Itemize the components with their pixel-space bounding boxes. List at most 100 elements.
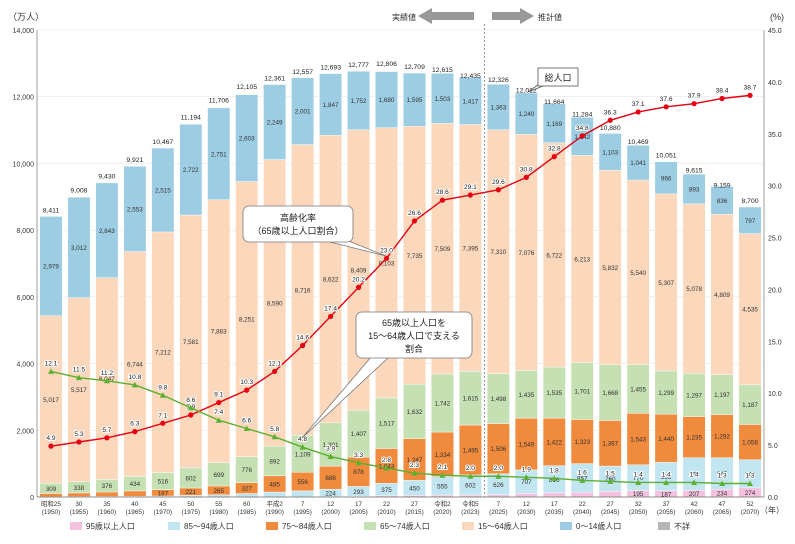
- bar-segment-label: 8,251: [239, 317, 255, 324]
- bar-segment-label: 450: [409, 485, 420, 492]
- legend-swatch: [560, 522, 572, 530]
- bar-segment: [207, 107, 231, 200]
- bar-segment-label: 892: [269, 458, 280, 465]
- support-ratio-label: 10.8: [128, 374, 141, 381]
- bar-segment-label: 1,632: [407, 409, 423, 416]
- x-tick-label-era: 47: [719, 501, 727, 508]
- bar-segment-label: 8,103: [379, 260, 395, 267]
- total-label: 12,806: [376, 61, 397, 68]
- actual-label: 実績値: [392, 12, 416, 22]
- bar-segment-label: 516: [158, 479, 169, 486]
- actual-projected-indicator: 実績値 推計値: [392, 8, 562, 24]
- y-left-tick-label: 0: [30, 495, 34, 502]
- bar-segment-label: 6,744: [127, 361, 143, 368]
- bar-segment: [738, 206, 762, 234]
- bar-segment-label: 376: [102, 483, 113, 490]
- support-ratio-label: 1.8: [550, 467, 559, 474]
- bar-segment-label: 7,735: [407, 253, 423, 260]
- total-label: 11,664: [544, 99, 565, 106]
- bar-segment-label: 1,498: [490, 396, 506, 403]
- bar-segment-label: 1,197: [714, 392, 730, 399]
- aging-rate-point: [327, 313, 334, 320]
- bar-segment-label: 1,435: [518, 392, 534, 399]
- bar-segment-label: 843: [745, 471, 756, 478]
- bar-segment: [95, 491, 119, 497]
- bar-segment-label: 1,752: [351, 98, 367, 105]
- bar-segment: [542, 492, 566, 498]
- bar-segment-label: 2,249: [267, 120, 283, 127]
- support-ratio-label: 2.1: [438, 464, 447, 471]
- aging-rate-point: [551, 154, 557, 160]
- support-ratio-point: [243, 425, 250, 432]
- bar-segment: [319, 73, 342, 136]
- bar-segment: [39, 216, 63, 317]
- legend-label: 15～64歳人口: [478, 521, 528, 531]
- aging-rate-point: [495, 187, 501, 193]
- bar-segment-label: 1,109: [295, 451, 311, 458]
- bar-segment: [123, 490, 147, 497]
- legend-label: 95歳以上人口: [86, 521, 135, 531]
- bar-segment-label: 1,058: [742, 440, 758, 447]
- total-label: 11,706: [209, 98, 230, 105]
- x-tick-label-year: (1960): [98, 509, 116, 516]
- bar-segment-label: 327: [241, 486, 252, 493]
- support-ratio-point: [691, 479, 698, 485]
- support-ratio-point: [467, 473, 474, 479]
- bar-segment: [39, 493, 63, 497]
- legend-label: 75～84歳人口: [282, 521, 332, 531]
- y-right-unit: (%): [770, 12, 784, 22]
- bar-segment-label: 5,832: [602, 265, 618, 272]
- bar-segment-label: 4,535: [742, 307, 758, 314]
- aging-rate-point: [76, 439, 82, 445]
- support-ratio-line: [50, 370, 751, 485]
- total-label: 12,615: [432, 67, 453, 74]
- aging-rate-point: [216, 399, 222, 406]
- legend-swatch: [462, 522, 474, 530]
- x-tick-label-era: 27: [607, 501, 615, 508]
- support-ratio-point: [439, 472, 446, 478]
- bar-segment-label: 776: [241, 467, 252, 474]
- y-left-tick-label: 6,000: [16, 295, 34, 302]
- total-pop-callout: 総人口: [527, 67, 579, 93]
- x-tick-label-era: 40: [131, 501, 139, 508]
- y-right-tick-label: 15.0: [768, 339, 782, 346]
- bar-value-labels: 309 5,017 2,979 8,411 338 5,517 3,012 9,008 376 6…: [43, 61, 759, 499]
- x-tick-label-era: 30: [75, 501, 83, 508]
- legend-label: 0～14歳人口: [576, 521, 621, 531]
- support-ratio-label: 1.3: [745, 473, 754, 480]
- support-ratio-label: 2.8: [382, 457, 391, 464]
- bar-segment: [459, 77, 482, 125]
- aging-rate-label: 28.6: [436, 189, 449, 196]
- aging-rate-point: [300, 342, 306, 349]
- aging-rate-point: [244, 387, 250, 393]
- y-right-tick-label: 35.0: [768, 132, 782, 139]
- x-tick-label-era: 令和2: [434, 499, 451, 508]
- x-tick-label-era: 35: [103, 501, 111, 508]
- support-ratio-label: 1.4: [690, 471, 699, 478]
- aging-rate-label: 9.1: [214, 392, 223, 399]
- aging-rate-label: 5.7: [102, 427, 111, 434]
- bar-segment-label: 1,543: [630, 437, 646, 444]
- bar-segment-label: 1,247: [407, 457, 423, 464]
- bar-segment-label: 1,301: [323, 442, 339, 449]
- bar-segment-label: 1,506: [490, 446, 506, 453]
- bar-segment-label: 1,367: [602, 441, 618, 448]
- support-ratio-point: [187, 404, 194, 411]
- support-ratio-point: [411, 470, 418, 476]
- total-label: 8,411: [43, 207, 60, 214]
- aging-rate-label: 10.3: [240, 379, 253, 386]
- x-tick-label-era: 7: [301, 501, 305, 508]
- total-label: 12,693: [320, 65, 341, 72]
- support-ratio-callout: 65歳以上人口を 15～64歳人口で支える 割合: [301, 311, 473, 439]
- aging-rate-label: 29.1: [464, 184, 477, 191]
- aging-rate-point: [104, 435, 110, 441]
- bar-segment-label: 5,017: [43, 397, 59, 404]
- bar-segment-label: 7,883: [211, 329, 227, 336]
- support-ratio-label: 1.4: [662, 471, 671, 478]
- support-ratio-point: [579, 477, 586, 483]
- x-tick-label-era: 17: [551, 501, 559, 508]
- y-right-tick-label: 30.0: [768, 184, 782, 191]
- bar-segment-label: 945: [717, 471, 728, 478]
- bar-segment-label: 2,843: [99, 228, 115, 235]
- aging-rate-point: [719, 95, 725, 102]
